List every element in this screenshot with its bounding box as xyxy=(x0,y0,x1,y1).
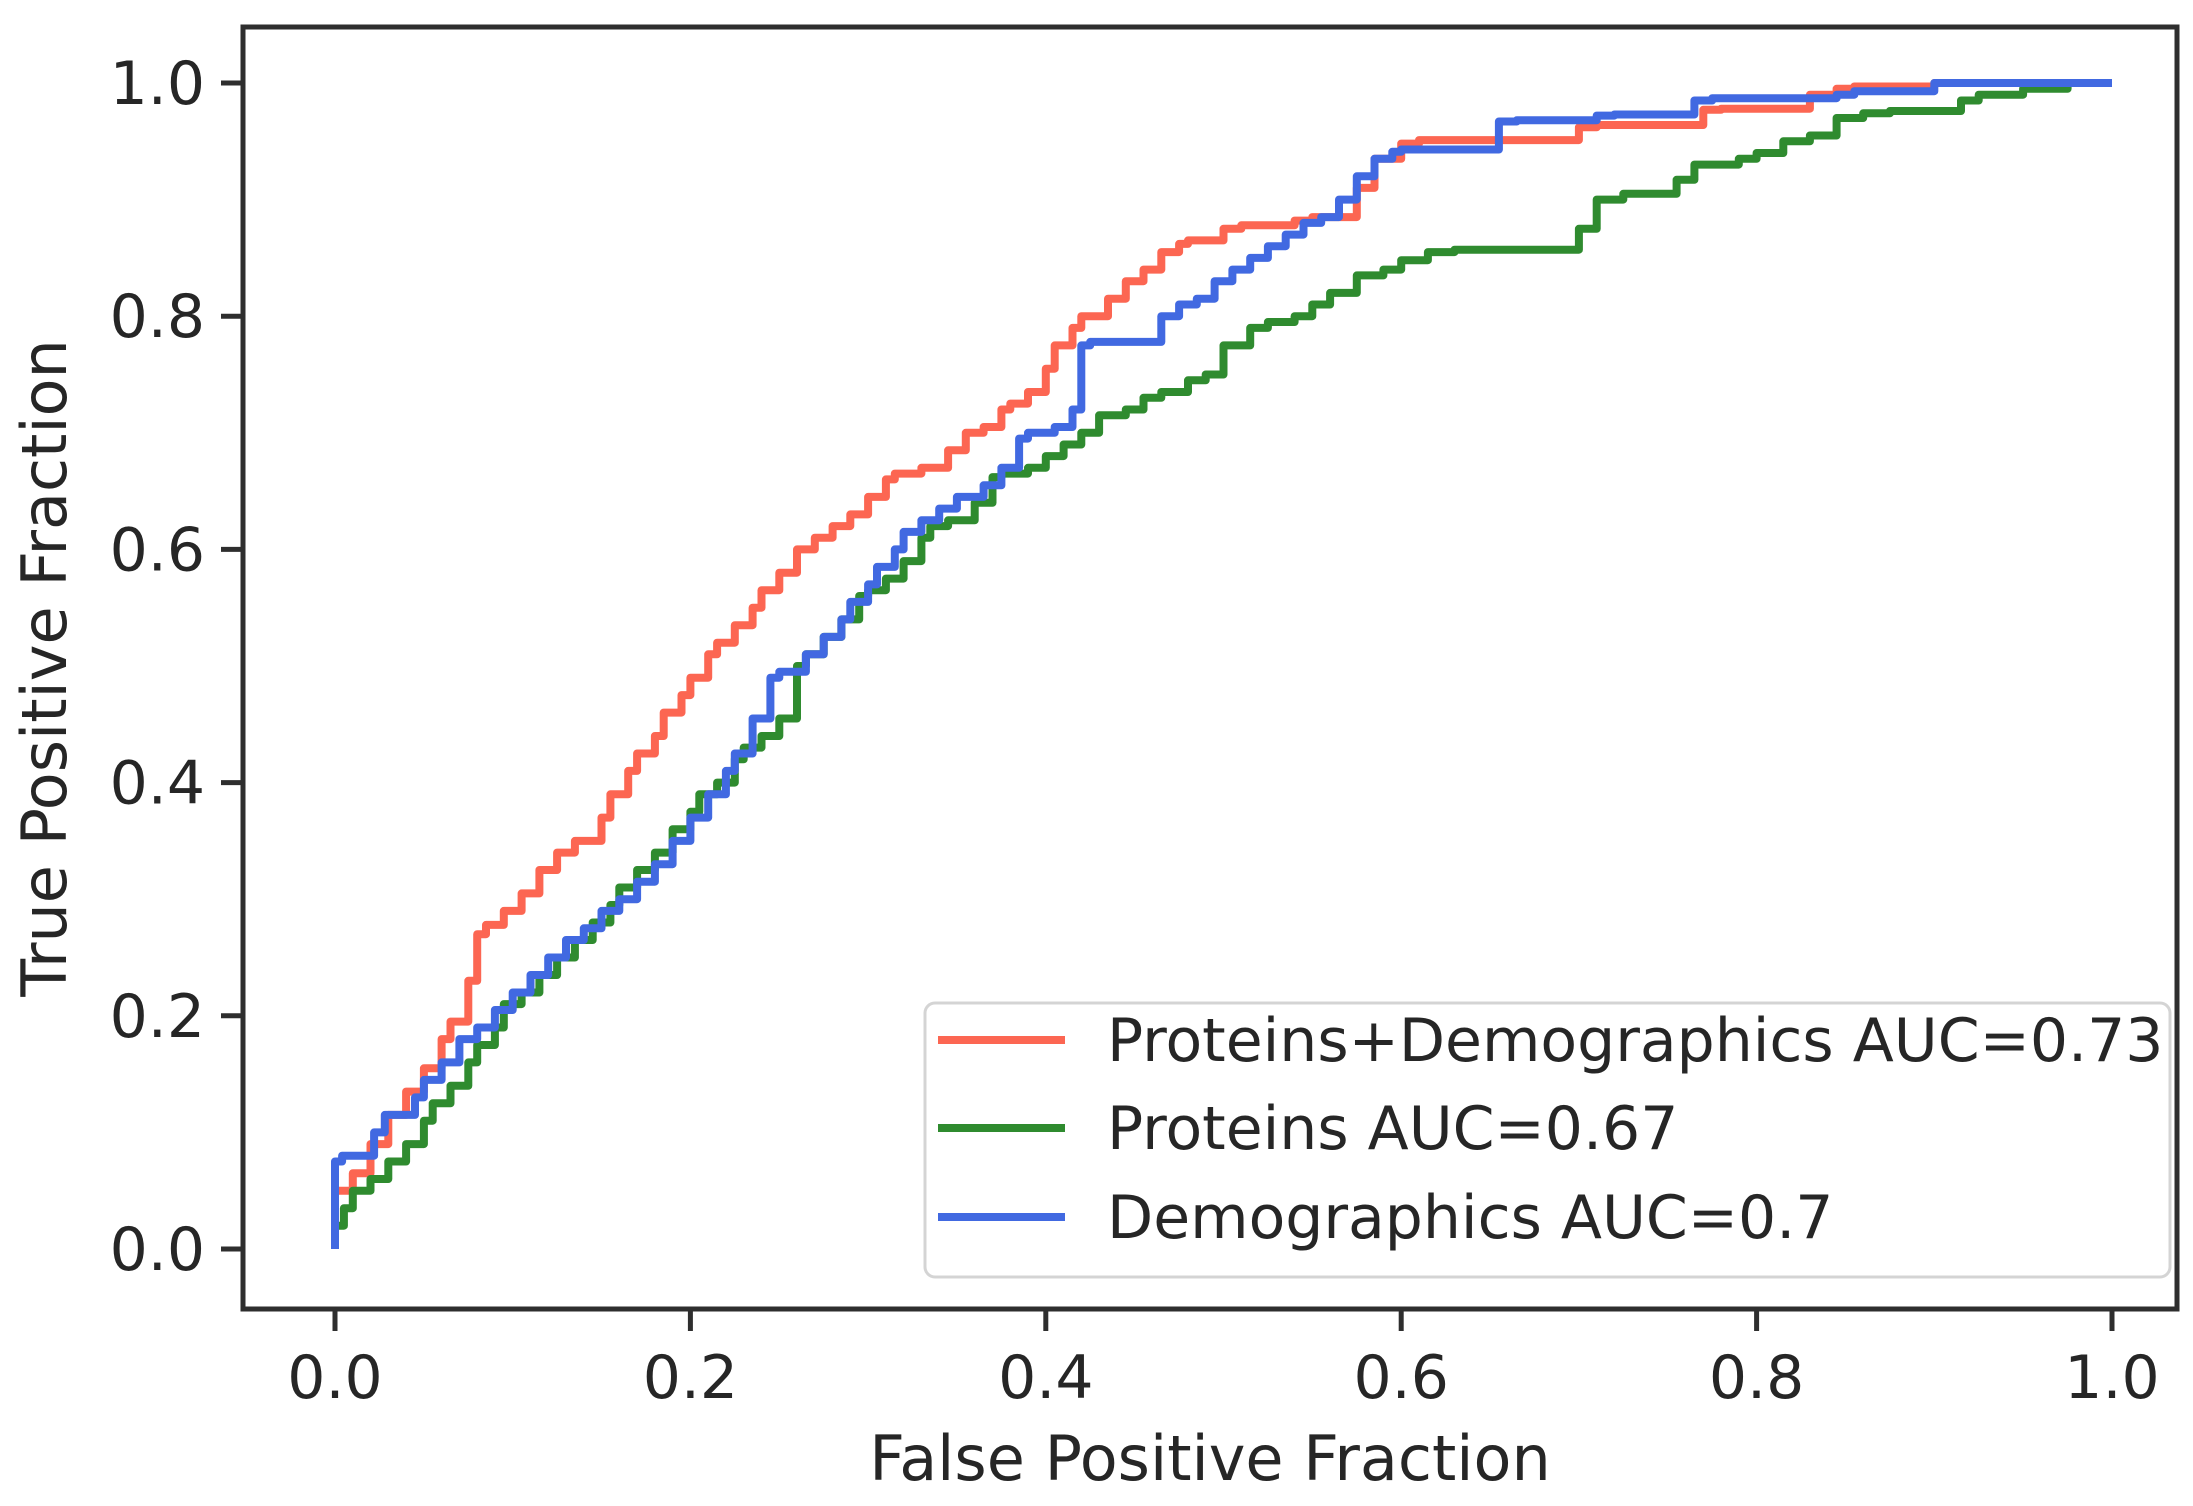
y-axis-label: True Positive Fraction xyxy=(8,339,81,998)
x-tick-label: 0.8 xyxy=(1709,1343,1804,1413)
axis-ticks xyxy=(221,80,2115,1331)
y-tick-label: 0.8 xyxy=(110,282,205,352)
x-axis-label: False Positive Fraction xyxy=(869,1422,1551,1495)
legend-label: Proteins+Demographics AUC=0.73 xyxy=(1107,1006,2163,1076)
roc-curve-proteins-demographics xyxy=(331,79,2112,1249)
axis-tick-labels: 0.0 0.2 0.4 0.6 0.8 1.0 0.0 0.2 0.4 0.6 0.8 1.0 xyxy=(110,49,2160,1413)
plot-frame xyxy=(240,24,2180,1312)
roc-curves xyxy=(331,79,2112,1249)
x-tick-label: 0.2 xyxy=(643,1343,738,1413)
y-tick-label: 1.0 xyxy=(110,49,205,119)
y-tick-label: 0.4 xyxy=(110,749,205,819)
x-tick-label: 0.6 xyxy=(1353,1343,1448,1413)
legend-label: Demographics AUC=0.7 xyxy=(1107,1183,1833,1253)
y-tick-label: 0.0 xyxy=(110,1215,205,1285)
x-tick-label: 0.4 xyxy=(998,1343,1093,1413)
legend-label: Proteins AUC=0.67 xyxy=(1107,1094,1678,1164)
y-tick-label: 0.2 xyxy=(110,982,205,1052)
legend: Proteins+Demographics AUC=0.73 Proteins A… xyxy=(923,1001,2172,1279)
roc-curve-demographics xyxy=(331,79,2112,1249)
x-tick-label: 1.0 xyxy=(2064,1343,2159,1413)
legend-box xyxy=(923,1001,2172,1279)
y-tick-label: 0.6 xyxy=(110,515,205,585)
x-tick-label: 0.0 xyxy=(287,1343,382,1413)
